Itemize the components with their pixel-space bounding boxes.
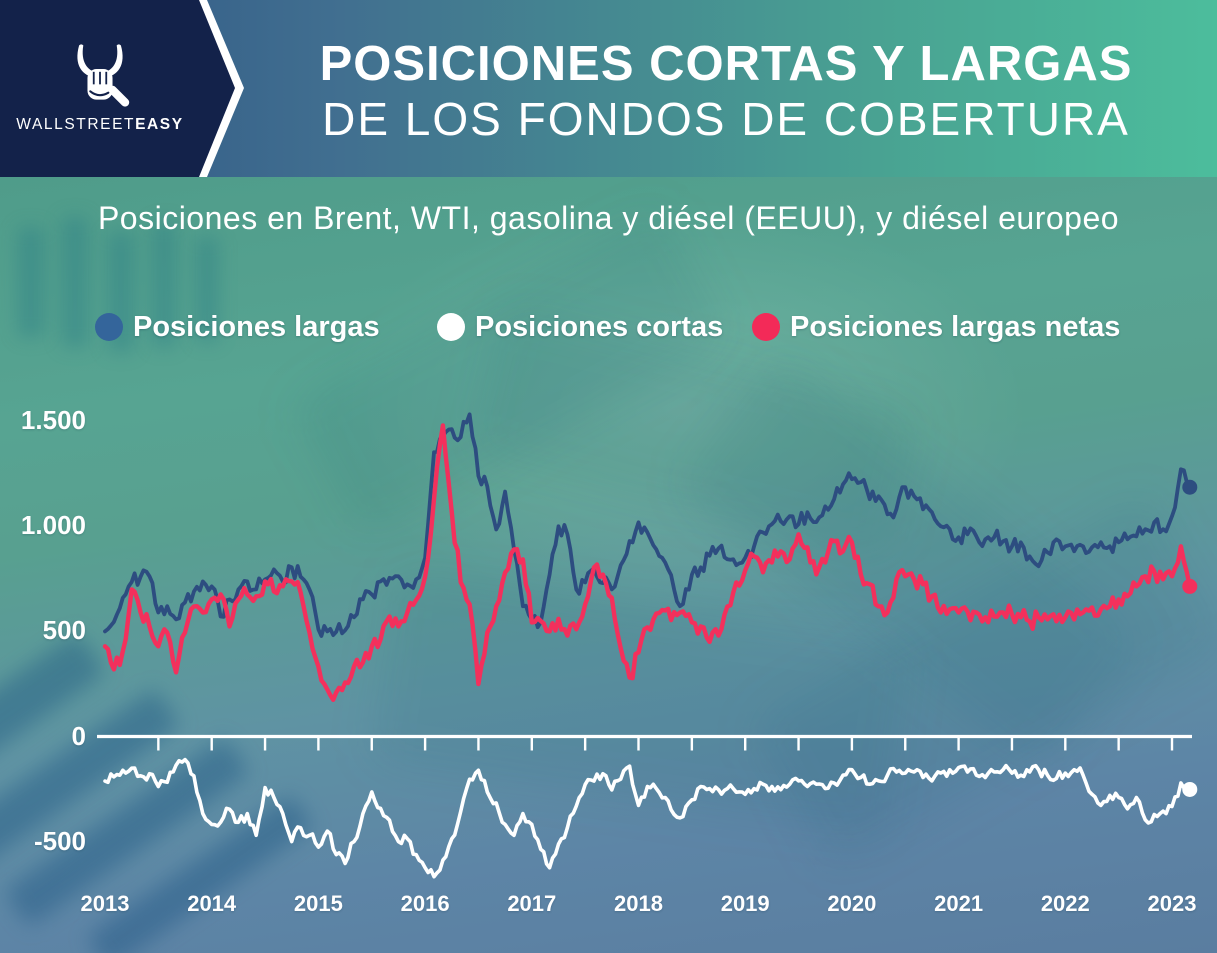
ghost-bill <box>748 493 1217 871</box>
x-axis-year-label: 2014 <box>187 891 237 916</box>
legend-label-netas: Posiciones largas netas <box>790 310 1121 343</box>
ghost-diagonal-bar <box>86 793 314 953</box>
chart-background <box>0 177 1217 953</box>
x-axis-year-label: 2016 <box>400 891 450 916</box>
header-band: POSICIONES CORTAS Y LARGAS DE LOS FONDOS… <box>0 0 1217 177</box>
x-axis-year-label: 2017 <box>507 891 557 916</box>
y-axis-tick-label: -500 <box>33 825 86 856</box>
x-axis-year-label: 2019 <box>720 891 770 916</box>
light-glow <box>330 197 1030 617</box>
legend-item-cortas: Posiciones cortas <box>437 310 724 343</box>
x-axis-year-label: 2013 <box>80 891 130 916</box>
title-line-1: POSICIONES CORTAS Y LARGAS <box>319 37 1133 91</box>
ghost-bill <box>676 353 1144 771</box>
brand-word-bold: EASY <box>135 115 184 133</box>
legend-dot-largas <box>95 313 123 341</box>
y-axis-tick-label: 500 <box>42 615 86 646</box>
legend-label-cortas: Posiciones cortas <box>475 310 724 343</box>
y-axis-tick-label: 0 <box>71 720 86 751</box>
x-axis-year-label: 2020 <box>827 891 877 916</box>
legend-dot-netas <box>752 313 780 341</box>
brand-word-regular: WALLSTREET <box>16 115 136 133</box>
brand-wordmark: WALLSTREETEASY <box>16 116 183 134</box>
ghost-bill <box>369 571 911 833</box>
ghost-bar <box>18 227 44 337</box>
legend-item-netas: Posiciones largas netas <box>752 310 1121 343</box>
ghost-bill <box>468 307 922 557</box>
legend-item-largas: Posiciones largas <box>95 310 380 343</box>
x-axis-year-label: 2022 <box>1040 891 1090 916</box>
title-line-2: DE LOS FONDOS DE COBERTURA <box>322 93 1130 145</box>
page-title: POSICIONES CORTAS Y LARGAS DE LOS FONDOS… <box>235 37 1217 145</box>
brand-logo: WALLSTREETEASY <box>0 0 200 177</box>
legend-label-largas: Posiciones largas <box>133 310 380 343</box>
x-axis-year-label: 2021 <box>934 891 984 916</box>
x-axis-year-label: 2018 <box>614 891 663 916</box>
x-axis-year-label: 2023 <box>1147 891 1197 916</box>
ghost-bill <box>289 207 731 537</box>
y-axis-tick-label: 1.500 <box>20 405 86 436</box>
y-axis-tick-label: 1.000 <box>20 510 86 541</box>
chart-subtitle: Posiciones en Brent, WTI, gasolina y dié… <box>97 200 1120 236</box>
x-axis-year-label: 2015 <box>293 891 343 916</box>
legend-dot-cortas <box>437 313 465 341</box>
bull-horns-fist-icon <box>77 43 130 107</box>
